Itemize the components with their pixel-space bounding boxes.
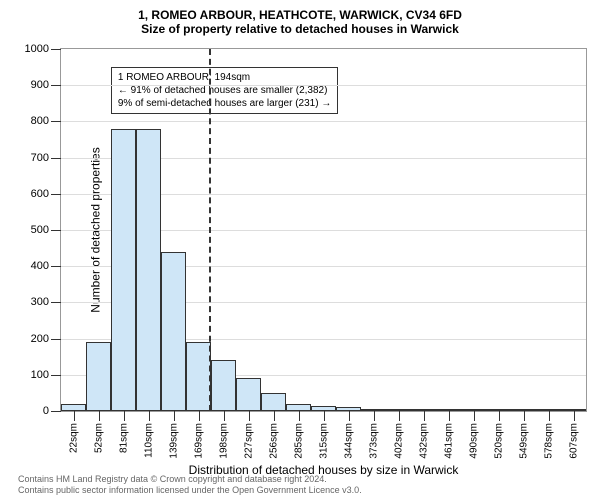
x-tick [224,411,225,421]
gridline [61,85,586,86]
info-box-line: 9% of semi-detached houses are larger (2… [118,97,331,110]
y-tick-label: 0 [43,405,49,417]
chart-container: 1, ROMEO ARBOUR, HEATHCOTE, WARWICK, CV3… [0,8,600,36]
info-box-line: 1 ROMEO ARBOUR: 194sqm [118,71,331,84]
y-tick-label: 800 [31,115,49,127]
histogram-bar [111,129,136,411]
y-tick-label: 400 [31,260,49,272]
x-tick-label: 256sqm [268,423,279,459]
footer-line1: Contains HM Land Registry data © Crown c… [18,474,362,485]
x-tick-label: 373sqm [368,423,379,459]
y-tick-label: 600 [31,188,49,200]
histogram-bar [261,393,286,411]
x-tick [324,411,325,421]
x-tick-label: 198sqm [218,423,229,459]
y-tick-label: 500 [31,224,49,236]
y-tick [51,411,61,412]
x-tick-label: 490sqm [468,423,479,459]
x-tick [449,411,450,421]
x-tick-label: 169sqm [193,423,204,459]
y-tick-label: 200 [31,333,49,345]
x-tick-label: 402sqm [393,423,404,459]
x-tick-label: 432sqm [418,423,429,459]
x-tick-label: 607sqm [568,423,579,459]
histogram-bar [186,342,211,411]
y-tick-label: 700 [31,152,49,164]
histogram-bar [286,404,311,411]
x-tick [474,411,475,421]
x-tick [74,411,75,421]
chart-title-line2: Size of property relative to detached ho… [0,22,600,36]
x-tick-label: 578sqm [543,423,554,459]
x-tick [399,411,400,421]
histogram-bar [136,129,161,411]
histogram-bar [211,360,236,411]
x-tick-label: 520sqm [493,423,504,459]
x-tick-label: 549sqm [518,423,529,459]
x-tick [124,411,125,421]
x-tick-label: 315sqm [318,423,329,459]
x-tick-label: 110sqm [143,423,154,458]
y-tick [51,121,61,122]
gridline [61,121,586,122]
y-tick [51,158,61,159]
x-tick [174,411,175,421]
x-tick [524,411,525,421]
x-tick [99,411,100,421]
x-tick [299,411,300,421]
x-tick-label: 285sqm [293,423,304,459]
x-tick [149,411,150,421]
x-tick-label: 52sqm [93,423,104,453]
x-tick [374,411,375,421]
histogram-bar [161,252,186,411]
property-marker-line [209,49,211,411]
x-tick-label: 22sqm [68,423,79,453]
y-tick-label: 1000 [25,43,49,55]
y-tick [51,49,61,50]
x-tick [349,411,350,421]
x-tick [549,411,550,421]
x-tick [424,411,425,421]
y-tick-label: 300 [31,296,49,308]
y-tick-label: 100 [31,369,49,381]
x-tick [249,411,250,421]
x-tick [199,411,200,421]
y-tick [51,339,61,340]
chart-title-line1: 1, ROMEO ARBOUR, HEATHCOTE, WARWICK, CV3… [0,8,600,22]
x-tick [574,411,575,421]
y-tick [51,85,61,86]
x-tick-label: 344sqm [343,423,354,459]
plot-area: Number of detached properties Distributi… [60,48,587,412]
x-tick-label: 227sqm [243,423,254,459]
footer: Contains HM Land Registry data © Crown c… [18,474,362,497]
y-tick-label: 900 [31,79,49,91]
y-tick [51,266,61,267]
x-tick-label: 461sqm [443,423,454,459]
x-tick-label: 139sqm [168,423,179,459]
footer-line2: Contains public sector information licen… [18,485,362,496]
info-box: 1 ROMEO ARBOUR: 194sqm← 91% of detached … [111,67,338,114]
y-tick [51,194,61,195]
x-tick [274,411,275,421]
x-tick-label: 81sqm [118,423,129,453]
y-tick [51,302,61,303]
histogram-bar [236,378,261,411]
histogram-bar [86,342,111,411]
y-tick [51,375,61,376]
y-tick [51,230,61,231]
histogram-bar [61,404,86,411]
x-tick [499,411,500,421]
